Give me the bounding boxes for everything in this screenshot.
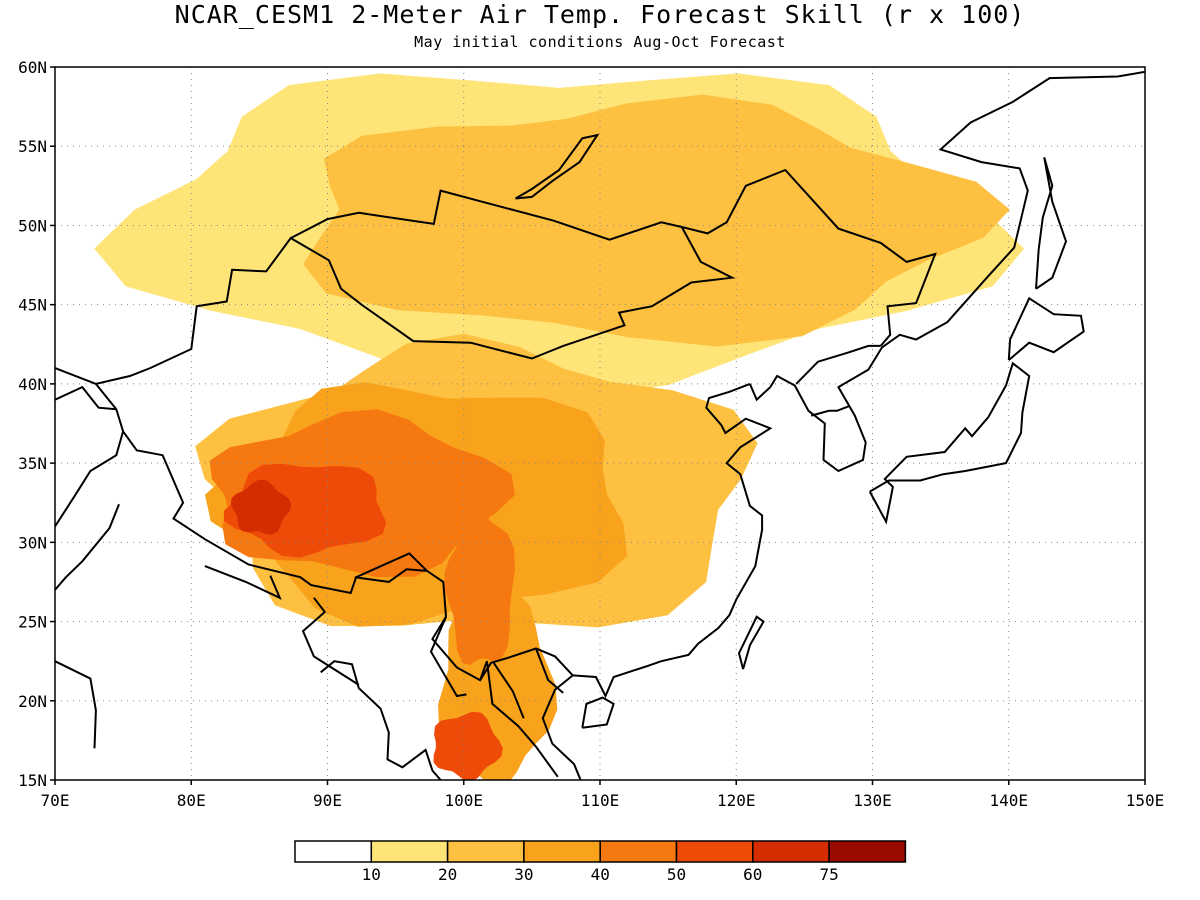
coastline [55, 660, 97, 749]
national-border [795, 344, 881, 385]
national-border [479, 660, 559, 778]
map-subtitle: May initial conditions Aug-Oct Forecast [414, 33, 786, 51]
legend-swatch [675, 840, 754, 863]
skill-region-level-6 [230, 479, 292, 535]
lon-tick-label: 150E [1126, 791, 1165, 810]
skill-shading [94, 73, 1025, 780]
coastline [1007, 296, 1085, 361]
lat-tick-label: 60N [18, 58, 47, 77]
lon-tick-label: 70E [41, 791, 70, 810]
national-border [55, 431, 125, 528]
lat-lon-grid [55, 67, 1145, 780]
national-border [95, 168, 937, 385]
national-border [55, 385, 117, 411]
legend-swatch [599, 840, 678, 863]
coastline [737, 615, 765, 670]
map-title: NCAR_CESM1 2-Meter Air Temp. Forecast Sk… [174, 0, 1026, 29]
national-border [301, 597, 360, 686]
lat-tick-label: 20N [18, 692, 47, 711]
lake-outline [514, 133, 600, 200]
national-border [55, 503, 120, 591]
skill-region-level-4 [444, 503, 515, 665]
legend-swatch [752, 840, 830, 863]
legend-swatch [446, 840, 525, 863]
legend-label: 20 [438, 865, 457, 884]
coastline [1035, 157, 1068, 290]
legend-label: 60 [743, 865, 762, 884]
legend-label: 10 [362, 865, 381, 884]
lat-tick-label: 15N [18, 771, 47, 790]
legend-label: 30 [514, 865, 533, 884]
lat-tick-label: 55N [18, 137, 47, 156]
lat-tick-label: 50N [18, 216, 47, 235]
lat-tick-label: 30N [18, 533, 47, 552]
national-border [55, 367, 574, 682]
national-border [290, 189, 683, 241]
legend-label: 50 [667, 865, 686, 884]
lon-tick-label: 100E [444, 791, 483, 810]
lon-tick-label: 130E [853, 791, 892, 810]
national-border [429, 616, 467, 698]
coastlines-borders [55, 70, 1145, 780]
coastline [541, 382, 773, 780]
lat-tick-label: 40N [18, 375, 47, 394]
lat-tick-label: 45N [18, 296, 47, 315]
lat-tick-label: 35N [18, 454, 47, 473]
skill-region-level-2 [303, 94, 1010, 347]
color-legend: 10 20 30 40 50 60 75 [294, 840, 907, 884]
lon-tick-label: 120E [717, 791, 756, 810]
legend-swatch [828, 840, 907, 863]
coastline [320, 660, 442, 780]
legend-label: 75 [819, 865, 838, 884]
national-border [810, 405, 850, 417]
coastline [748, 70, 1145, 473]
legend-label: 40 [591, 865, 610, 884]
lon-tick-label: 80E [177, 791, 206, 810]
lon-tick-label: 110E [581, 791, 620, 810]
lon-tick-label: 140E [989, 791, 1028, 810]
lat-tick-label: 25N [18, 613, 47, 632]
legend-swatch [294, 840, 373, 863]
longitude-labels: 70E 80E 90E 100E 110E 120E 130E 140E 150E [41, 780, 1165, 810]
lon-tick-label: 90E [313, 791, 342, 810]
national-border [354, 568, 428, 583]
national-border [492, 662, 525, 719]
national-border [204, 565, 282, 600]
national-border [535, 648, 564, 694]
legend-swatch [523, 840, 601, 863]
skill-region-level-5 [433, 711, 503, 780]
legend-swatch [370, 840, 449, 863]
coastline [581, 696, 615, 729]
coastline [868, 361, 1031, 525]
latitude-labels: 15N 20N 25N 30N 35N 40N 45N 50N 55N 60N [18, 58, 55, 790]
